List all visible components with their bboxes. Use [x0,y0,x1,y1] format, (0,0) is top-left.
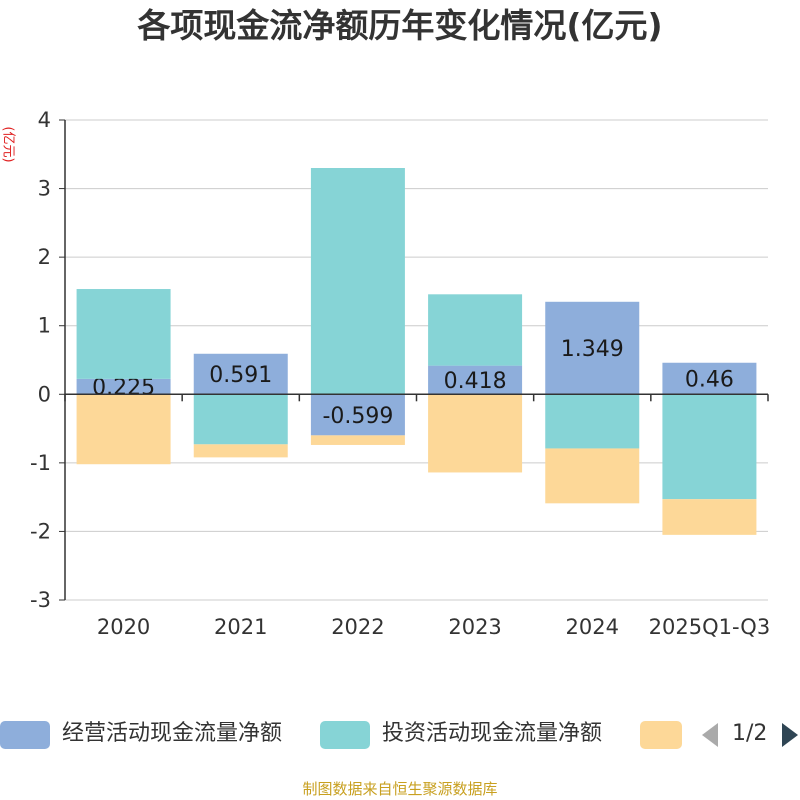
x-tick-label: 2021 [214,615,267,639]
data-label: -0.599 [322,404,393,429]
y-tick-label: -3 [30,588,51,612]
data-label: 0.46 [685,368,734,393]
x-tick-label: 2024 [566,615,619,639]
legend: 经营活动现金流量净额 投资活动现金流量净额 1/2 [0,716,800,752]
legend-label-operating: 经营活动现金流量净额 [62,721,283,746]
y-tick-label: 2 [38,245,51,269]
legend-page-indicator: 1/2 [732,721,768,746]
bar-series2 [662,499,757,535]
bar-series2 [193,444,288,458]
y-tick-label: 1 [38,314,51,338]
chevron-left-icon[interactable] [700,722,720,748]
legend-pager: 1/2 [700,719,800,749]
bar-series1 [76,289,171,379]
data-label: 0.418 [444,369,507,394]
y-tick-label: 0 [38,382,51,406]
data-label: 0.591 [209,363,272,388]
bar-series0 [545,301,640,395]
y-tick-label: -2 [30,519,51,543]
legend-item-financing[interactable] [640,716,682,752]
bar-series0 [662,362,757,395]
bar-series2 [76,394,171,465]
bar-series1 [310,168,405,395]
y-tick-label: 3 [38,177,51,201]
y-tick-label: 4 [38,108,51,132]
x-tick-label: 2022 [331,615,384,639]
bar-series2 [310,435,405,445]
bar-chart: -3-2-1012340.2250.591-0.5990.4181.3490.4… [30,108,771,639]
legend-swatch-financing [640,721,682,749]
bar-series0 [76,378,171,395]
legend-label-investing: 投资活动现金流量净额 [382,721,603,746]
bar-series1 [428,294,523,366]
x-tick-label: 2025Q1-Q3 [649,615,771,639]
bar-series0 [310,394,405,436]
chevron-right-icon[interactable] [780,722,800,748]
legend-swatch-operating [0,721,50,749]
x-tick-label: 2020 [97,615,150,639]
data-source-note: 制图数据来自恒生聚源数据库 [302,780,498,798]
bar-series2 [428,394,523,473]
legend-swatch-investing [320,721,370,749]
bar-series1 [193,394,288,445]
y-tick-label: -1 [30,451,51,475]
bar-series1 [545,394,640,449]
bar-series2 [545,448,640,504]
bar-series0 [193,353,288,395]
data-label: 1.349 [561,337,624,362]
x-tick-label: 2023 [448,615,501,639]
bar-series1 [662,394,757,500]
chart-title: 各项现金流净额历年变化情况(亿元) [137,6,663,45]
bar-series0 [428,365,523,395]
